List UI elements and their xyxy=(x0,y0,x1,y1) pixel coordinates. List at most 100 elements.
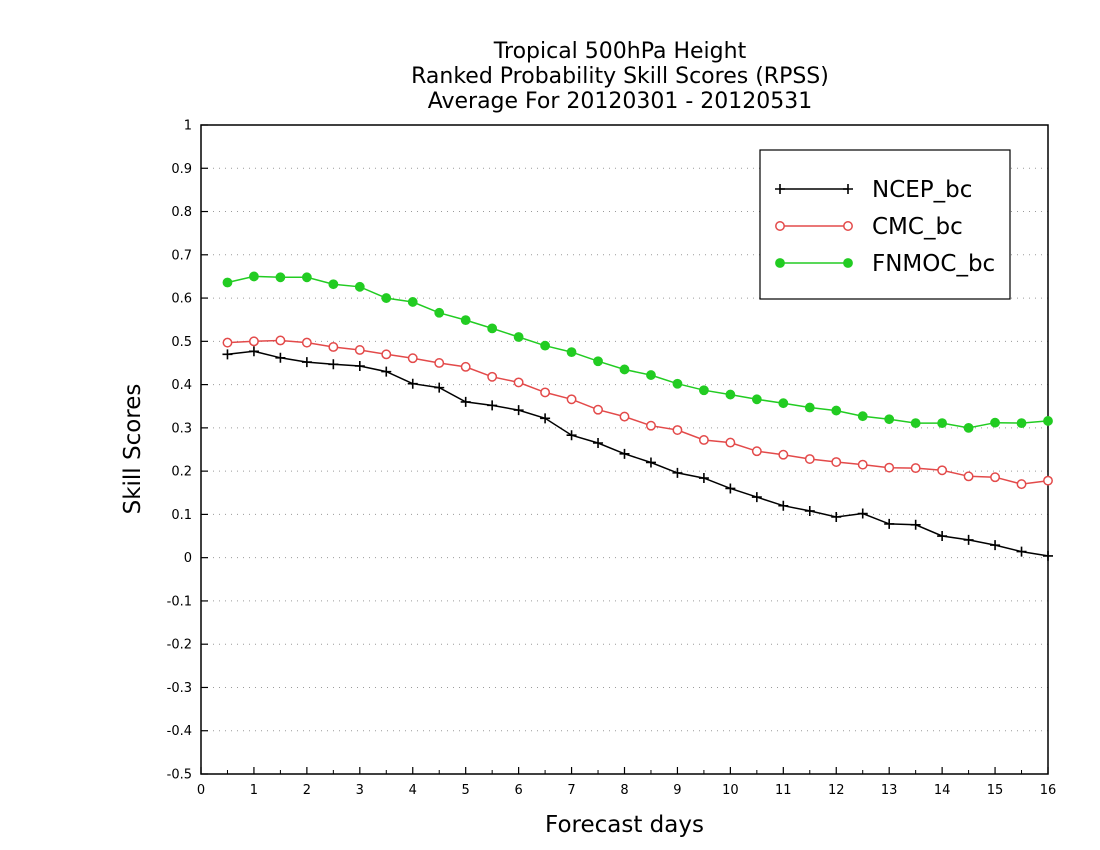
data-point xyxy=(990,417,1000,428)
data-point xyxy=(381,293,392,303)
data-point xyxy=(1043,416,1053,426)
y-tick-label: 0.9 xyxy=(171,162,192,177)
data-point xyxy=(248,346,259,357)
data-point xyxy=(407,353,418,364)
y-tick-label: -0.4 xyxy=(167,724,192,739)
data-point xyxy=(619,364,630,375)
data-point xyxy=(646,420,656,431)
series-lines xyxy=(222,271,1053,561)
legend-item: CMC_bc xyxy=(775,214,963,240)
data-point xyxy=(328,359,339,370)
x-tick-label: 8 xyxy=(620,783,628,798)
y-tick-label: 0.5 xyxy=(171,335,192,350)
data-point xyxy=(672,467,683,478)
y-tick-label: 0.2 xyxy=(171,465,192,480)
data-point xyxy=(460,361,471,372)
data-point xyxy=(831,511,842,522)
data-point xyxy=(698,435,709,445)
data-point xyxy=(301,357,312,368)
data-point xyxy=(857,411,868,422)
y-tick-label: 0.3 xyxy=(171,421,192,436)
y-tick-label: 0.6 xyxy=(171,292,192,307)
data-point xyxy=(937,418,948,429)
y-tick-label: 0.8 xyxy=(171,205,192,220)
data-point xyxy=(434,307,445,318)
data-point xyxy=(910,519,921,530)
data-point xyxy=(804,454,815,464)
data-point xyxy=(910,418,921,429)
x-tick-label: 12 xyxy=(828,783,845,798)
data-point xyxy=(513,377,524,388)
x-tick-label: 3 xyxy=(356,783,364,798)
data-point xyxy=(725,483,736,494)
legend-item: FNMOC_bc xyxy=(775,251,995,277)
data-point xyxy=(381,366,392,377)
data-point xyxy=(540,387,551,398)
data-point xyxy=(222,337,233,348)
legend-label: FNMOC_bc xyxy=(872,251,995,277)
title-line: Average For 20120301 - 20120531 xyxy=(428,89,813,114)
y-tick-label: 0.4 xyxy=(171,378,192,393)
data-point xyxy=(248,336,259,347)
data-point xyxy=(434,358,445,368)
data-point xyxy=(328,279,339,290)
data-point xyxy=(990,472,1001,483)
legend-item: NCEP_bc xyxy=(775,177,972,203)
data-point xyxy=(831,405,842,416)
x-tick-label: 5 xyxy=(462,783,470,798)
data-point xyxy=(778,398,789,409)
data-point xyxy=(275,335,286,346)
data-point xyxy=(407,297,418,307)
data-point xyxy=(407,378,418,389)
data-point xyxy=(672,425,683,435)
data-point xyxy=(301,337,312,348)
data-point xyxy=(646,370,656,380)
data-point xyxy=(566,430,577,441)
x-tick-label: 9 xyxy=(673,783,681,798)
data-point xyxy=(381,349,392,360)
data-point xyxy=(434,382,445,393)
x-tick-label: 10 xyxy=(722,783,739,798)
x-tick-label: 14 xyxy=(934,783,951,798)
data-point xyxy=(540,340,550,351)
x-tick-label: 15 xyxy=(987,783,1004,798)
y-tick-label: 0.7 xyxy=(171,248,192,263)
data-point xyxy=(513,332,524,342)
data-point xyxy=(593,356,603,367)
y-axis: -0.5 -0.4 -0.3 -0.2 -0.1 0 0.1 0.2 0.3 0.4 0.5 0.6 0… xyxy=(167,119,208,783)
legend-box xyxy=(759,149,1011,300)
x-tick-label: 6 xyxy=(514,783,522,798)
series-line xyxy=(227,339,1049,485)
x-axis: 0 1 2 3 4 5 6 7 8 9 10 11 12 13 14 15 16 xyxy=(197,767,1056,798)
data-point xyxy=(645,457,656,468)
data-point xyxy=(843,221,853,231)
x-tick-label: 1 xyxy=(250,783,258,798)
data-point xyxy=(354,360,365,371)
data-point xyxy=(910,463,921,474)
data-point xyxy=(884,414,895,425)
x-tick-label: 13 xyxy=(881,783,898,798)
title-line: Ranked Probability Skill Scores (RPSS) xyxy=(411,64,829,89)
data-point xyxy=(249,271,259,282)
x-tick-label: 0 xyxy=(197,783,205,798)
data-point xyxy=(328,342,339,352)
data-point xyxy=(857,508,868,519)
data-point xyxy=(1016,418,1027,429)
x-tick-label: 7 xyxy=(567,783,575,798)
data-point xyxy=(963,534,974,545)
x-axis-label: Forecast days xyxy=(545,812,704,838)
y-tick-label: -0.1 xyxy=(167,594,192,609)
data-point xyxy=(778,500,789,511)
data-point xyxy=(937,531,948,542)
data-point xyxy=(884,518,895,529)
data-point xyxy=(831,457,842,467)
data-point xyxy=(619,411,630,422)
data-point xyxy=(593,404,603,415)
data-point xyxy=(775,184,785,194)
data-point xyxy=(487,371,498,382)
series-fnmoc-bc xyxy=(222,271,1053,433)
data-point xyxy=(963,422,974,433)
x-tick-label: 16 xyxy=(1040,783,1057,798)
y-axis-label: Skill Scores xyxy=(120,384,146,515)
x-tick-label: 11 xyxy=(775,783,792,798)
